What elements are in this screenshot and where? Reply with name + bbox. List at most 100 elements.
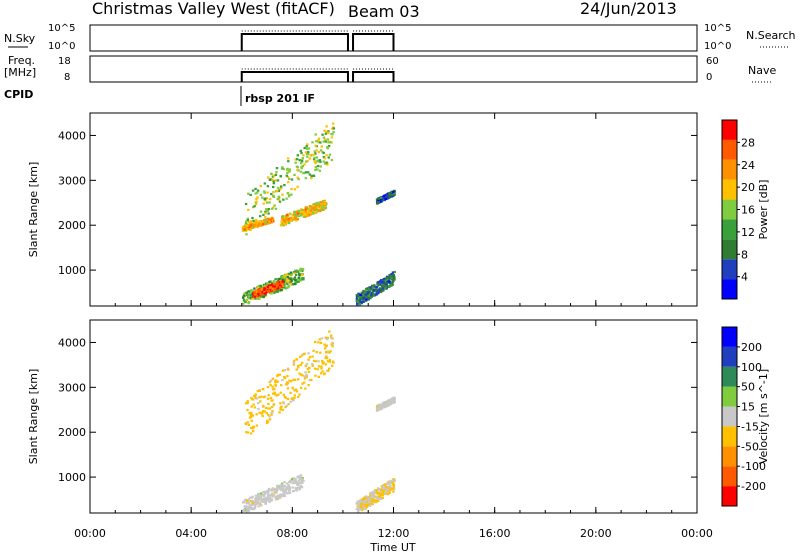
echo-cell [324,363,328,366]
echo-cell [277,393,280,396]
echo-cell [282,224,285,227]
echo-cell [301,269,304,272]
echo-cell [253,290,256,294]
echo-cell [308,157,312,160]
echo-cell [308,356,312,359]
echo-cell [248,508,251,511]
echo-cell [310,209,313,212]
echo-cell [275,167,279,170]
echo-cell [285,404,288,407]
echo-cell [328,359,332,362]
echo-cell [276,189,279,192]
echo-cell [306,212,309,215]
echo-cell [254,187,257,190]
echo-cell [317,206,321,209]
echo-cell [390,190,394,193]
x-tick-label: 20:00 [580,527,612,540]
echo-cell [254,505,257,508]
echo-cell [251,226,254,229]
echo-cell [393,190,396,193]
echo-cell [246,499,249,502]
echo-cell [376,405,379,408]
echo-cell [259,496,262,499]
echo-cell [259,495,262,498]
echo-cell [267,493,270,496]
colorbar-swatch [722,219,737,240]
echo-cell [316,368,319,371]
echo-cell [274,173,278,176]
echo-cell [318,338,321,341]
nave-tick-bottom: 0 [706,72,712,83]
echo-cell [315,351,318,354]
echo-cell [255,197,258,200]
echo-cell [281,215,284,218]
colorbar-swatch [722,179,737,200]
echo-cell [367,291,370,294]
echo-cell [245,233,248,236]
echo-cell [390,282,394,285]
echo-cell [319,209,322,212]
echo-cell [375,198,379,201]
echo-cell [271,388,275,391]
echo-cell [367,297,370,300]
echo-cell [296,176,299,179]
echo-cell [288,213,291,216]
echo-cell [265,500,268,503]
echo-cell [378,493,382,496]
echo-cell [287,218,290,221]
echo-cell [273,491,276,494]
echo-cell [371,292,375,295]
echo-cell [357,500,360,504]
echo-cell [295,358,298,361]
echo-cell [294,213,298,216]
echo-cell [272,206,275,209]
echo-cell [267,394,270,397]
echo-cell [372,286,375,289]
echo-cell [391,275,394,278]
echo-cell [245,291,248,294]
echo-cell [393,277,396,280]
echo-cell [314,210,317,213]
echo-cell [355,508,359,511]
y-tick-label: 2000 [58,426,86,439]
echo-cell [381,198,385,201]
echo-cell [248,502,251,505]
echo-cell [293,378,297,381]
echo-cell [391,271,395,274]
echo-cell [301,478,304,481]
echo-cell [356,303,359,306]
freq-trace [240,68,395,82]
echo-cell [301,477,304,480]
echo-cell [274,179,278,182]
echo-cell [266,397,270,400]
echo-cell [264,502,267,505]
echo-cell [275,488,279,491]
echo-cell [331,133,334,136]
echo-cell [286,282,289,286]
echo-cell [279,288,282,292]
echo-cell [290,188,293,191]
echo-cell [245,225,249,228]
echo-cell [266,491,269,494]
echo-cell [361,503,364,506]
echo-cell [260,221,263,224]
echo-cell [320,365,323,368]
echo-cell [375,500,378,503]
echo-cell [332,130,335,134]
colorbar-tick-label: 8 [741,248,748,261]
echo-cell [256,390,260,393]
echo-cell [309,213,312,216]
echo-cell [297,178,300,181]
echo-cell [271,218,275,221]
colorbar-swatch [722,239,737,260]
echo-cell [273,204,276,207]
echo-cell [383,281,387,285]
colorbar-label-velocity: Velocity [m s^-1] [757,369,770,464]
echo-cell [290,178,294,181]
echo-cell [256,297,260,300]
echo-cell [299,267,303,270]
echo-cell [253,287,256,290]
echo-cell [377,197,380,200]
echo-cell [297,280,300,283]
echo-cell [247,423,251,426]
